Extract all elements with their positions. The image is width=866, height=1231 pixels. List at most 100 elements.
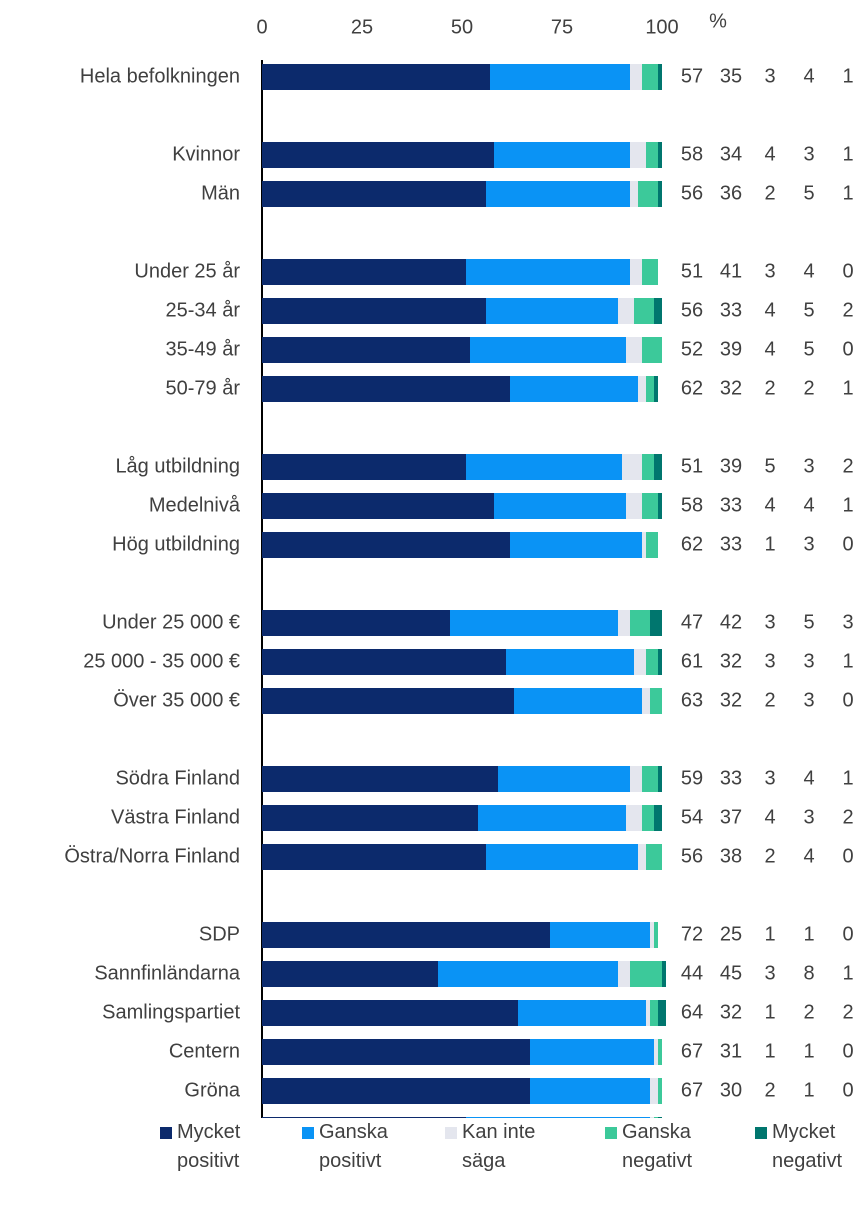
bar-segment [262, 688, 514, 714]
value-label: 52 [681, 338, 703, 360]
value-label: 67 [681, 1079, 703, 1101]
bar-segment [262, 493, 494, 519]
value-label: 3 [764, 962, 775, 984]
bar-segment [486, 298, 618, 324]
value-label: 5 [803, 299, 814, 321]
value-label: 1 [803, 1079, 814, 1101]
y-tick-label: Samlingspartiet [102, 1001, 240, 1023]
value-label: 31 [720, 1040, 742, 1062]
value-label: 1 [842, 143, 853, 165]
bar-segment [630, 961, 662, 987]
value-label: 3 [764, 611, 775, 633]
value-label: 8 [803, 962, 814, 984]
value-label: 33 [720, 299, 742, 321]
bar-segment [514, 688, 642, 714]
bar-segment [654, 922, 658, 948]
bar-segment [450, 610, 618, 636]
y-tick-label: Gröna [184, 1079, 240, 1101]
value-label: 37 [720, 806, 742, 828]
value-label: 1 [764, 533, 775, 555]
legend-swatch [755, 1127, 767, 1139]
legend-swatch [445, 1127, 457, 1139]
value-label: 1 [764, 923, 775, 945]
value-label: 2 [803, 377, 814, 399]
value-label: 33 [720, 494, 742, 516]
value-label: 1 [803, 1040, 814, 1062]
y-tick-label: Över 35 000 € [113, 689, 240, 711]
x-tick-label: 0 [256, 16, 267, 38]
bar-segment [510, 376, 638, 402]
bar-segment [658, 1078, 662, 1104]
bar-segment [630, 142, 646, 168]
y-tick-label: Medelnivå [149, 494, 241, 516]
value-label: 2 [764, 377, 775, 399]
value-label: 3 [803, 455, 814, 477]
bar-segment [638, 376, 646, 402]
value-label: 56 [681, 299, 703, 321]
value-label: 62 [681, 533, 703, 555]
legend-label: Mycket negativt [772, 1121, 843, 1172]
unit-label: % [709, 10, 727, 32]
value-label: 63 [681, 689, 703, 711]
value-label: 4 [764, 806, 775, 828]
value-label: 1 [842, 377, 853, 399]
bar-segment [654, 805, 662, 831]
value-label: 2 [764, 1079, 775, 1101]
bar-segment [662, 961, 666, 987]
y-tick-label: Kvinnor [172, 143, 240, 165]
value-label: 0 [842, 260, 853, 282]
value-label: 3 [803, 806, 814, 828]
value-label: 0 [842, 533, 853, 555]
value-label: 1 [803, 923, 814, 945]
value-label: 33 [720, 533, 742, 555]
bar-segment [642, 688, 650, 714]
value-label: 4 [803, 494, 814, 516]
bar-segment [638, 844, 646, 870]
bar-segment [658, 766, 662, 792]
value-label: 1 [764, 1001, 775, 1023]
bar-segment [262, 337, 470, 363]
bar-segment [262, 454, 466, 480]
value-label: 3 [803, 650, 814, 672]
bar-segment [618, 610, 630, 636]
value-label: 2 [842, 455, 853, 477]
bar-segment [494, 142, 630, 168]
value-label: 38 [720, 845, 742, 867]
bar-segment [658, 493, 662, 519]
value-label: 45 [720, 962, 742, 984]
value-label: 0 [842, 1040, 853, 1062]
bar-segment [650, 1078, 658, 1104]
bar-segment [466, 454, 622, 480]
value-label: 0 [842, 1079, 853, 1101]
value-label: 2 [764, 689, 775, 711]
y-tick-label: Västra Finland [111, 806, 240, 828]
value-label: 25 [720, 923, 742, 945]
value-label: 3 [803, 533, 814, 555]
bar-segment [262, 922, 550, 948]
x-tick-label: 50 [451, 16, 473, 38]
legend-swatch [605, 1127, 617, 1139]
x-tick-label: 25 [351, 16, 373, 38]
bar-segment [626, 493, 642, 519]
bar-segment [642, 805, 654, 831]
value-label: 62 [681, 377, 703, 399]
y-tick-label: Sannfinländarna [94, 962, 241, 984]
bar-segment [486, 181, 630, 207]
value-label: 72 [681, 923, 703, 945]
value-label: 0 [842, 845, 853, 867]
value-label: 56 [681, 182, 703, 204]
value-label: 54 [681, 806, 703, 828]
legend-label: Ganska positivt [319, 1121, 388, 1172]
bar-segment [658, 649, 662, 675]
bar-segment [630, 610, 650, 636]
y-tick-label: 50-79 år [166, 377, 241, 399]
value-label: 4 [764, 143, 775, 165]
bar-segment [650, 610, 662, 636]
bar-segment [466, 259, 630, 285]
bar-segment [654, 376, 658, 402]
value-label: 5 [803, 182, 814, 204]
bar-segment [650, 1000, 658, 1026]
bar-segment [506, 649, 634, 675]
value-label: 51 [681, 260, 703, 282]
